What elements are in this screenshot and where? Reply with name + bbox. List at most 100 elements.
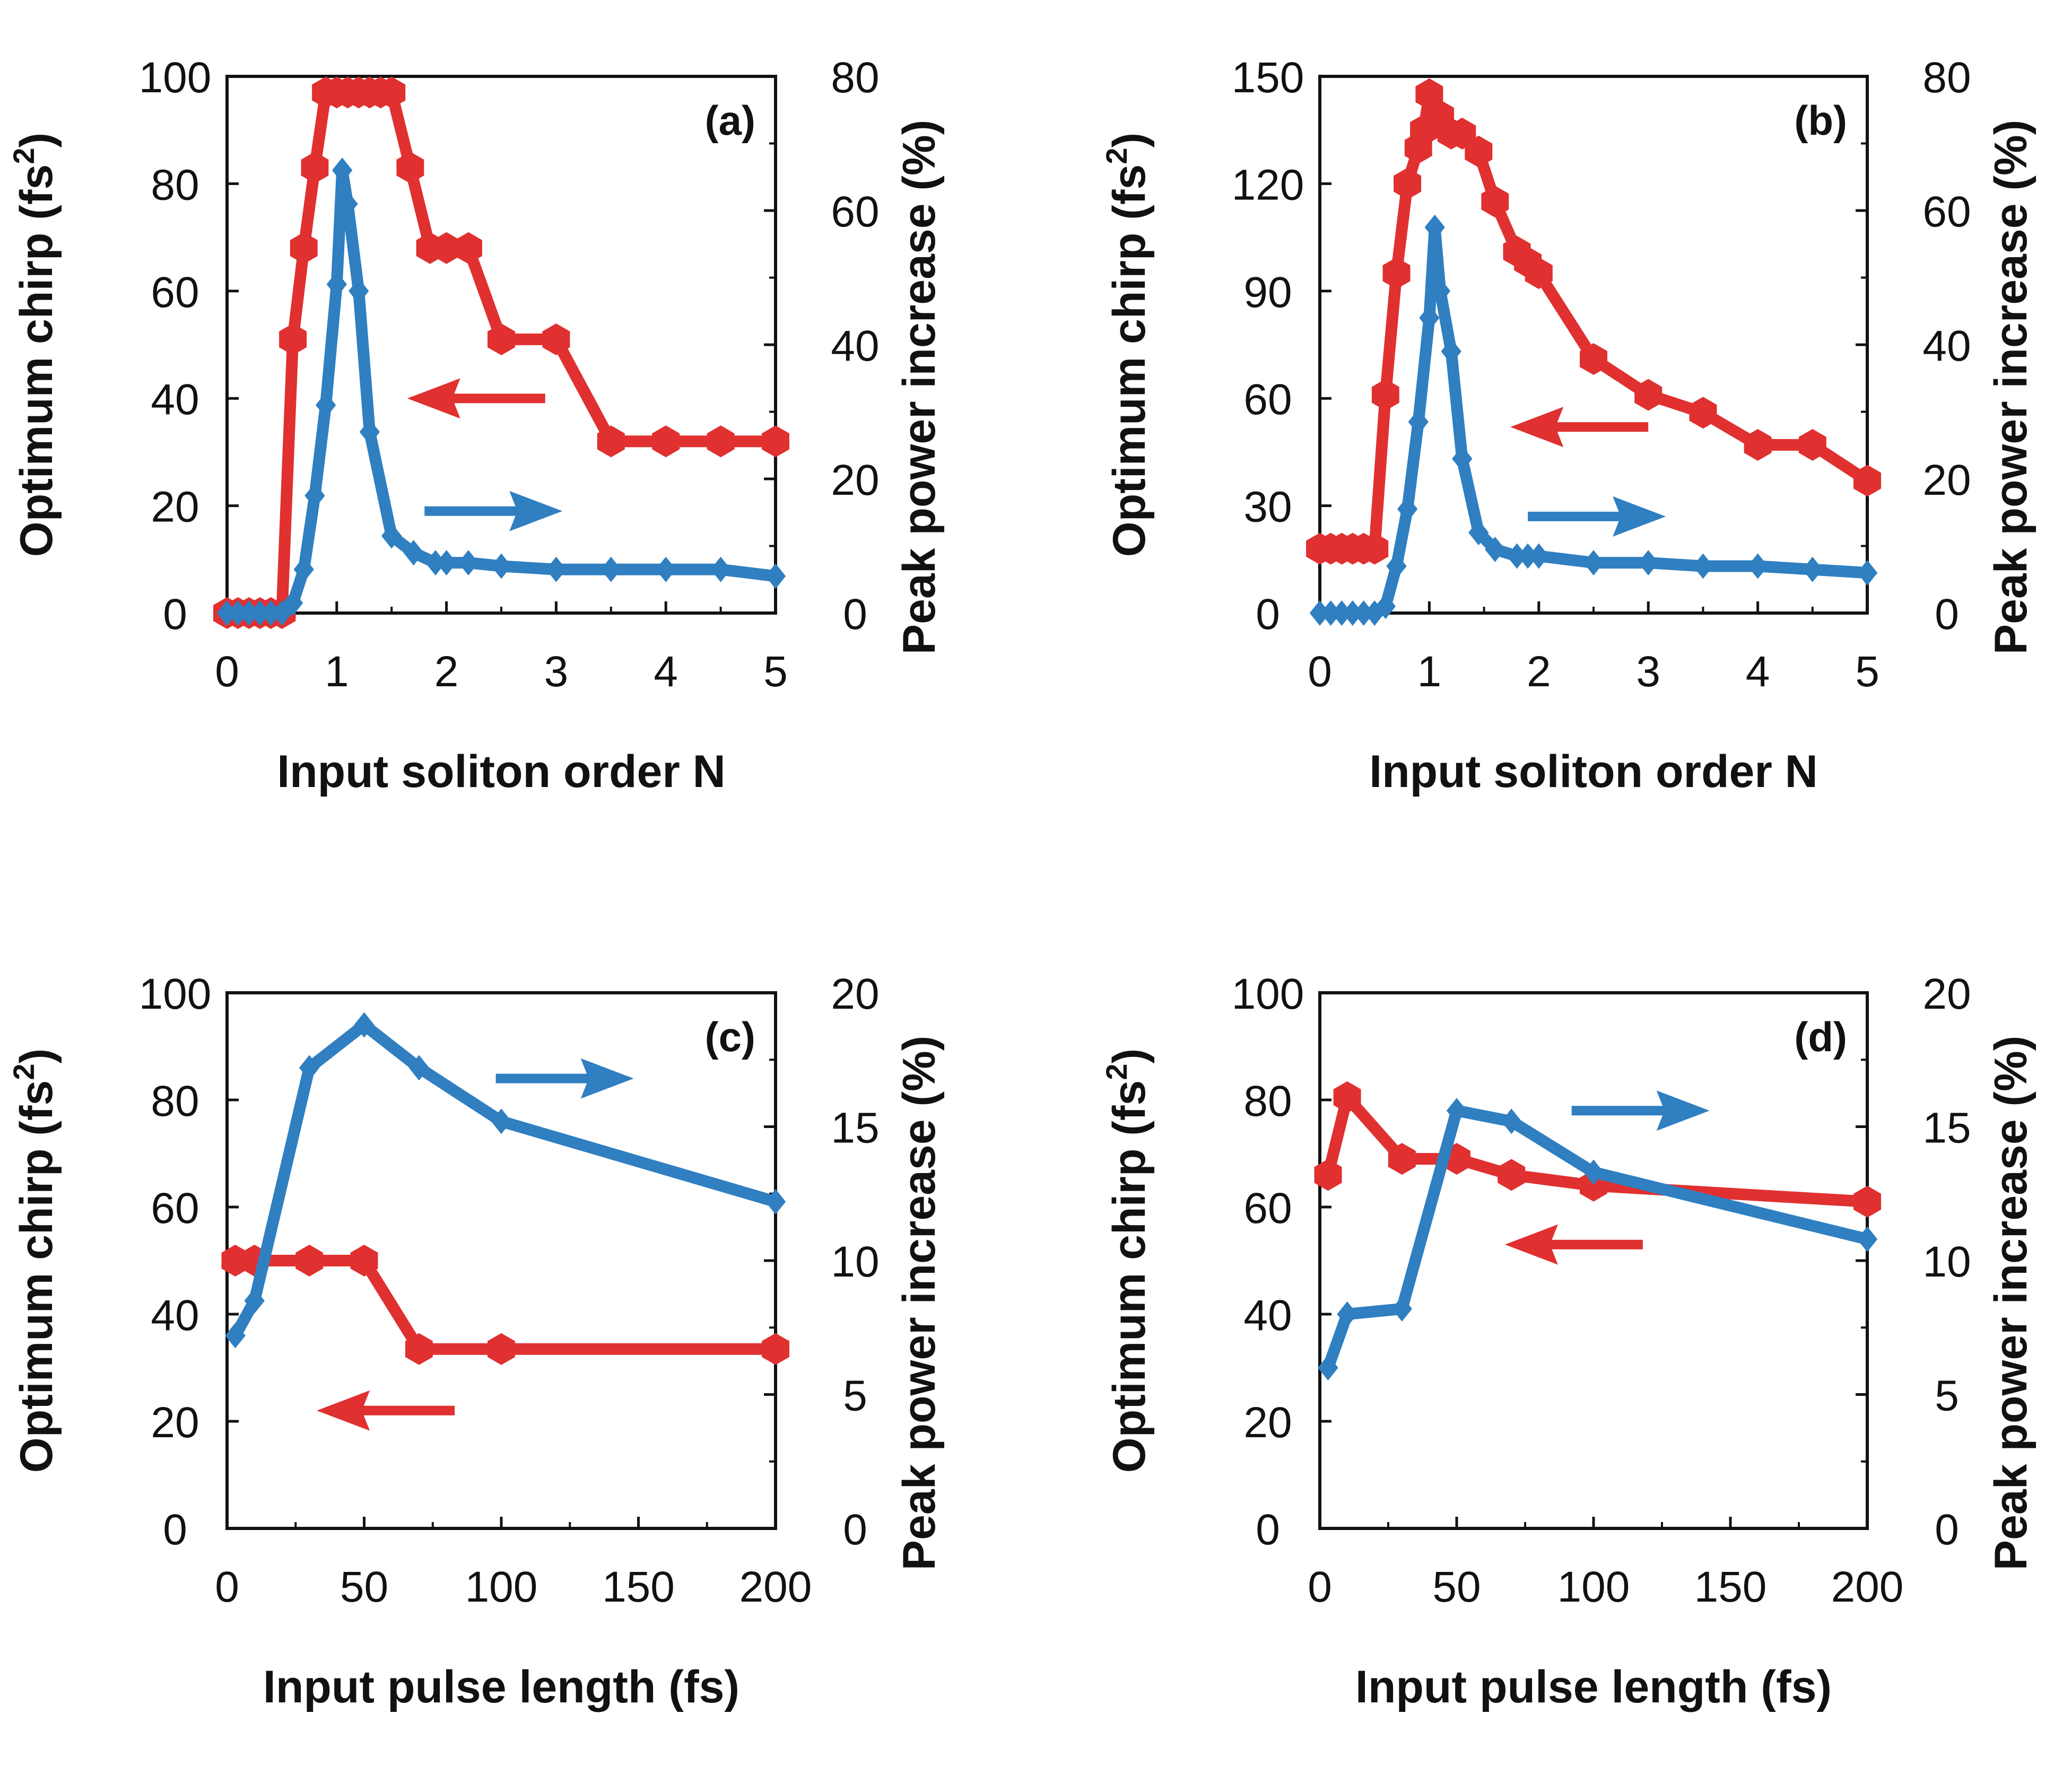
y-axis-label-sup: 2 — [7, 147, 40, 164]
data-point-hexagon — [290, 232, 318, 264]
y-axis-label: Optimum chirp (fs2) — [7, 1048, 62, 1473]
arrow-head — [1613, 496, 1666, 537]
y2-tick-label: 5 — [843, 1372, 867, 1420]
y-tick-label: 0 — [163, 590, 187, 639]
data-point-diamond — [1857, 1226, 1878, 1252]
data-point-hexagon — [396, 152, 424, 183]
data-point-diamond — [765, 563, 786, 589]
data-point-hexagon — [1580, 343, 1607, 375]
data-point-diamond — [1386, 553, 1407, 579]
data-point-hexagon — [295, 1245, 324, 1277]
panel-a: 0 1 2 3 4 5 0 20 40 60 80 100 0 20 40 60 80 Input soliton… — [7, 54, 945, 797]
y2-tick-label: 20 — [831, 456, 879, 504]
data-point-diamond — [249, 600, 271, 626]
y-tick-label: 0 — [163, 1506, 187, 1554]
y2-tick-label: 0 — [843, 590, 867, 639]
data-point-diamond — [354, 1012, 375, 1038]
data-point-diamond — [1693, 553, 1713, 579]
data-point-diamond — [1802, 556, 1823, 582]
x-axis-label: Input soliton order N — [1369, 746, 1818, 797]
y-tick-label: 150 — [1232, 54, 1304, 102]
x-axis-label: Input pulse length (fs) — [263, 1662, 739, 1712]
panel-c: 0 50 100 150 200 0 20 40 60 80 100 0 5 10 15 20 Input pu… — [7, 970, 945, 1712]
data-point-diamond — [381, 523, 402, 549]
x-tick-label: 50 — [340, 1563, 388, 1611]
plot-frame — [1318, 991, 1869, 1530]
x-tick-label: 0 — [215, 1563, 239, 1611]
data-point-hexagon — [1853, 1185, 1881, 1218]
y2-tick-label: 60 — [831, 188, 879, 236]
data-point-diamond — [1353, 600, 1374, 626]
x-tick-label: 3 — [1636, 648, 1660, 696]
y-axis-label-close: ) — [11, 1048, 62, 1064]
y-tick-label: 60 — [151, 1184, 199, 1232]
data-point-diamond — [491, 553, 512, 579]
y-tick-label: 100 — [139, 970, 212, 1018]
data-point-diamond — [1528, 543, 1549, 569]
y-tick-label: 20 — [151, 483, 199, 531]
x-tick-label: 100 — [465, 1563, 538, 1611]
data-point-hexagon — [488, 1333, 515, 1365]
x-tick-label: 150 — [1694, 1563, 1767, 1611]
data-point-diamond — [458, 550, 479, 576]
series-optimum-chirp — [221, 1245, 789, 1365]
x-tick-label: 150 — [602, 1563, 675, 1611]
data-point-diamond — [710, 556, 731, 582]
data-point-hexagon — [1689, 397, 1717, 429]
data-point-diamond — [765, 1188, 786, 1214]
data-point-diamond — [546, 556, 567, 582]
data-point-hexagon — [1481, 186, 1509, 218]
arrow-head — [580, 1058, 634, 1099]
x-tick-label: 5 — [1855, 648, 1879, 696]
data-point-diamond — [403, 540, 424, 566]
data-point-diamond — [332, 158, 353, 183]
x-tick-label: 0 — [1308, 648, 1332, 696]
y2-tick-label: 60 — [1922, 188, 1971, 236]
y-axis-label-main: Optimum chirp (fs — [11, 1080, 62, 1473]
y-axis-label-close: ) — [1104, 1048, 1155, 1064]
data-point-hexagon — [378, 76, 406, 109]
panel-label: (a) — [705, 97, 755, 144]
panel-b: 0 1 2 3 4 5 0 30 60 90 120 150 0 20 40 60 80 Input solito… — [1100, 54, 2036, 797]
y-axis-label-sup: 2 — [1100, 147, 1133, 164]
series-optimum-chirp — [213, 76, 789, 629]
right-axis-arrow — [424, 491, 563, 531]
arrow-head — [317, 1390, 370, 1431]
arrow-head — [407, 378, 460, 419]
arrow-head — [1656, 1090, 1710, 1131]
data-point-diamond — [1638, 550, 1659, 576]
data-point-diamond — [425, 550, 446, 576]
data-point-diamond — [359, 419, 380, 445]
data-point-hexagon — [1498, 1159, 1526, 1191]
y-axis-label-close: ) — [1104, 133, 1155, 148]
arrow-head — [1504, 1224, 1558, 1265]
y-tick-label: 100 — [139, 54, 212, 102]
y-tick-label: 100 — [1232, 970, 1304, 1018]
data-point-diamond — [656, 556, 676, 582]
left-axis-arrow — [1510, 407, 1649, 448]
left-axis-arrow — [407, 378, 545, 419]
y2-tick-label: 10 — [831, 1238, 879, 1286]
data-point-hexagon — [1798, 429, 1826, 461]
data-point-diamond — [1309, 600, 1330, 626]
data-point-hexagon — [432, 232, 460, 264]
data-point-diamond — [1446, 1098, 1467, 1124]
right-axis-arrow — [1528, 496, 1666, 537]
y-tick-label: 60 — [1243, 375, 1292, 424]
data-point-hexagon — [1465, 135, 1493, 168]
data-point-hexagon — [455, 232, 482, 264]
data-point-diamond — [1857, 560, 1878, 586]
data-point-hexagon — [1388, 1143, 1416, 1175]
data-point-diamond — [260, 600, 281, 626]
data-point-hexagon — [542, 323, 570, 355]
data-point-diamond — [282, 590, 303, 616]
y-tick-label: 30 — [1243, 483, 1292, 531]
data-point-diamond — [315, 392, 336, 418]
data-point-diamond — [1441, 338, 1461, 364]
y-axis-label-sup: 2 — [7, 1063, 40, 1080]
data-point-diamond — [1583, 550, 1604, 576]
y-axis-label: Optimum chirp (fs2) — [1100, 133, 1155, 557]
y2-tick-label: 0 — [1935, 1506, 1959, 1554]
data-point-diamond — [1320, 600, 1341, 626]
y2-axis-label: Peak power increase (%) — [894, 120, 945, 655]
